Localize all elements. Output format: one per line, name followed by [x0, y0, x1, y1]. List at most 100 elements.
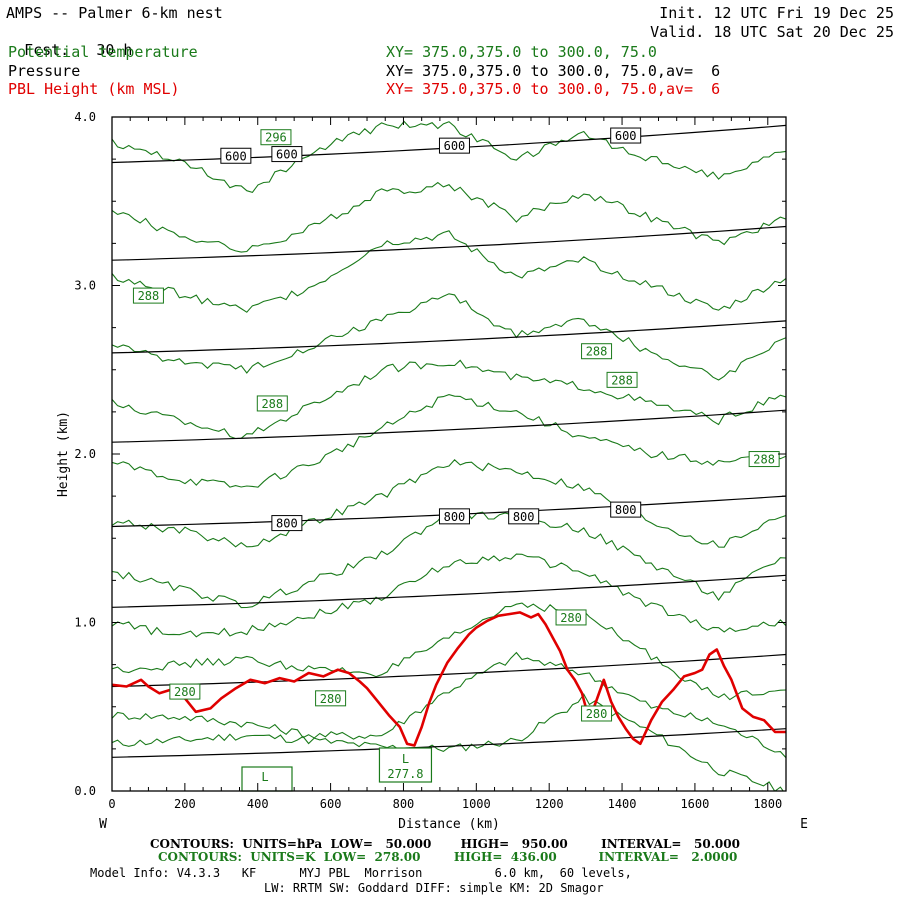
theta-contour-line [112, 459, 786, 548]
theta-label: 280 [560, 611, 582, 625]
valid-time: Valid. 18 UTC Sat 20 Dec 25 [650, 23, 894, 41]
theta-label-box [555, 609, 587, 626]
x-tick-label: 1000 [462, 797, 491, 811]
x-tick-label: 800 [393, 797, 415, 811]
pressure-contour-950 [112, 728, 786, 758]
pressure-contour-650 [112, 225, 786, 261]
forecast-label: Fcst. 30 h [6, 23, 132, 59]
theta-contour-line [112, 394, 786, 488]
theta-label-box [169, 683, 201, 700]
x-tick-label: 600 [320, 797, 342, 811]
pressure-contour-750 [112, 409, 786, 443]
x-tick-label: 0 [108, 797, 115, 811]
y-axis-label: Height (km) [56, 411, 71, 497]
west-label: W [99, 817, 107, 832]
theta-contour-lines [112, 120, 786, 791]
theta-label: 288 [261, 397, 283, 411]
theta-contour-line [112, 693, 784, 791]
theta-label: 288 [753, 453, 775, 467]
y-tick-label: 3.0 [74, 279, 96, 293]
x-tick-label: 1800 [753, 797, 782, 811]
theta-label-box [132, 287, 164, 304]
footer-contours-hpa: CONTOURS: UNITS=hPa LOW= 50.000 HIGH= 95… [150, 837, 740, 851]
pressure-label: 800 [444, 510, 466, 524]
pressure-label-box [271, 515, 303, 532]
y-tick-label: 4.0 [74, 110, 96, 124]
theta-contour-line [112, 651, 786, 759]
pressure-label: 600 [225, 149, 247, 163]
pressure-label-box [610, 127, 642, 144]
pressure-label: 800 [513, 510, 535, 524]
theta-minimum-letter-2: L [261, 770, 268, 784]
x-axis-label: Distance (km) [398, 817, 500, 832]
footer-contours-k: CONTOURS: UNITS=K LOW= 278.00 HIGH= 436.… [158, 850, 738, 864]
theta-label-box [315, 690, 347, 707]
x-tick-label: 1400 [608, 797, 637, 811]
init-time: Init. 12 UTC Fri 19 Dec 25 [659, 4, 894, 22]
theta-label: 280 [174, 685, 196, 699]
theta-label: 288 [611, 373, 633, 387]
theta-label: 280 [320, 692, 342, 706]
app-title: AMPS -- Palmer 6-km nest [6, 4, 223, 22]
pressure-contour-900 [112, 653, 786, 688]
pressure-label: 600 [615, 129, 637, 143]
y-tick-label: 1.0 [74, 616, 96, 630]
forecast-hour: 30 h [96, 41, 133, 59]
pressure-label-box [271, 146, 303, 163]
theta-minimum-box-2 [241, 766, 293, 792]
y-tick-label: 2.0 [74, 447, 96, 461]
theta-contour-line [112, 553, 786, 638]
theta-label: 280 [586, 707, 608, 721]
theta-minimum-value: 277.8 [387, 767, 423, 781]
x-tick-label: 200 [174, 797, 196, 811]
theta-label-box [260, 129, 292, 146]
theta-contour-line [112, 359, 786, 440]
pressure-label-box [220, 147, 252, 164]
footer-model-info: Model Info: V4.3.3 KF MYJ PBL Morrison 6… [90, 866, 632, 880]
field-pressure-xy: XY= 375.0,375.0 to 300.0, 75.0,av= 6 [386, 62, 721, 80]
theta-label-box [581, 343, 613, 360]
field-pbl-xy: XY= 375.0,375.0 to 300.0, 75.0,av= 6 [386, 80, 721, 98]
pressure-contour-700 [112, 320, 786, 354]
theta-contour-line [112, 120, 786, 194]
theta-contour-line [112, 602, 786, 701]
theta-label-box [606, 371, 638, 388]
field-theta-name: Potential temperature [8, 43, 198, 61]
pressure-label-box [508, 508, 540, 525]
pbl-height-line [112, 611, 786, 747]
field-theta-xy: XY= 375.0,375.0 to 300.0, 75.0 [386, 43, 657, 61]
east-label: E [800, 817, 808, 832]
pressure-label-box [438, 137, 470, 154]
axes: 0 200 400 600 800 1000 1200 1400 1600 1800 0.0 1.0 2… [56, 110, 808, 832]
theta-label: 288 [586, 345, 608, 359]
theta-minimum-box [378, 747, 433, 783]
x-tick-label: 1600 [680, 797, 709, 811]
theta-contour-line [112, 509, 786, 609]
x-tick-label: 400 [247, 797, 269, 811]
x-tick-label: 1200 [535, 797, 564, 811]
theta-contour-line [112, 181, 786, 253]
pressure-label-box [438, 508, 470, 525]
field-pbl-name: PBL Height (km MSL) [8, 80, 180, 98]
theta-label: 288 [138, 289, 160, 303]
y-tick-label: 0.0 [74, 784, 96, 798]
theta-label-box [256, 395, 288, 412]
pressure-label: 800 [615, 503, 637, 517]
pressure-label-box [610, 501, 642, 518]
theta-label-box [748, 451, 780, 468]
pressure-label: 600 [276, 148, 298, 162]
theta-contour-line [112, 230, 786, 313]
pressure-label: 800 [276, 517, 298, 531]
theta-label-box [581, 705, 613, 722]
forecast-label-text: Fcst. [24, 41, 70, 59]
field-pressure-name: Pressure [8, 62, 81, 80]
theta-contour-line [112, 293, 786, 381]
pressure-label: 600 [444, 139, 466, 153]
pbl-height-series [112, 611, 786, 747]
pressure-contour-850 [112, 574, 786, 608]
theta-label: 296 [265, 131, 287, 145]
theta-minimum-letter: L [402, 752, 409, 766]
footer-physics: LW: RRTM SW: Goddard DIFF: simple KM: 2D… [264, 881, 604, 895]
